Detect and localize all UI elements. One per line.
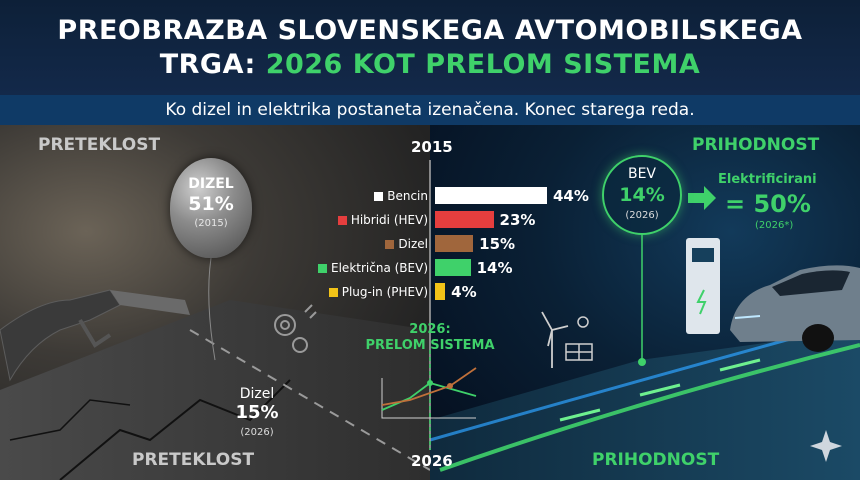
title-line-2-green: 2026 KOT PRELOM SISTEMA (265, 49, 701, 80)
bar-value: 23% (499, 211, 536, 229)
diesel-2026-year: (2026) (240, 427, 274, 438)
title-line-1: PREOBRAZBA SLOVENSKEGA AVTOMOBILSKEGA (57, 15, 803, 46)
bar (435, 235, 474, 252)
bar-row: Električna (BEV) 14% (300, 259, 600, 277)
balloon-name: DIZEL (188, 176, 234, 192)
future-label-top: PRIHODNOST (692, 135, 820, 155)
bar-label: Plug-in (PHEV) (341, 285, 428, 299)
bar-swatch (385, 240, 395, 249)
bar-swatch (374, 192, 384, 201)
future-label-bottom: PRIHODNOST (592, 450, 720, 470)
wind-turbine-icon (541, 311, 569, 368)
bar (435, 259, 471, 276)
header (0, 0, 860, 95)
bar (435, 283, 446, 300)
ev-charger-icon (686, 238, 720, 334)
diesel-point (447, 383, 453, 389)
electrified-year: (2026*) (755, 220, 794, 231)
diesel-balloon (170, 158, 252, 258)
break-year: 2026: (409, 322, 451, 337)
bar-row: Dizel 15% (300, 235, 600, 253)
bar-row: Bencin 44% (300, 187, 600, 205)
title-line-2-white: TRGA: (159, 49, 266, 80)
subtitle: Ko dizel in elektrika postaneta izenačen… (0, 95, 860, 125)
bar-row: Plug-in (PHEV) 4% (300, 283, 600, 301)
fuel-nozzle-icon (0, 289, 190, 382)
arrow-right-icon (688, 186, 716, 210)
bev-trend-line (381, 382, 477, 411)
bev-name: BEV (627, 166, 657, 182)
diesel-2026-name: Dizel (239, 386, 275, 402)
bar-value: 15% (479, 235, 516, 253)
bev-year: (2026) (625, 210, 659, 221)
balloon-string (208, 257, 216, 361)
bar-swatch (337, 216, 347, 225)
bar-row: Hibridi (HEV) 23% (300, 211, 600, 229)
past-label-bottom: PRETEKLOST (132, 450, 255, 470)
bar-swatch (318, 264, 328, 273)
bev-point (427, 380, 433, 386)
title-line-2: TRGA: 2026 KOT PRELOM SISTEMA (0, 48, 860, 82)
road-crack (9, 399, 131, 441)
bar-label: Bencin (387, 189, 428, 203)
trend-mini-chart (381, 367, 477, 419)
electric-car-icon (730, 265, 860, 352)
road-crack (59, 379, 291, 480)
electrified-title: Elektrificirani (718, 172, 817, 187)
bar-label: Hibridi (HEV) (350, 213, 428, 227)
solar-panel-icon (565, 316, 593, 361)
bar-value: 4% (451, 283, 477, 301)
break-title: PRELOM SISTEMA (365, 338, 495, 353)
bar-label: Dizel (398, 237, 428, 251)
green-lane (439, 343, 860, 472)
electrified-value: = 50% (725, 190, 811, 218)
page-title: PREOBRAZBA SLOVENSKEGA AVTOMOBILSKEGA TR… (0, 14, 860, 82)
lane-dashes (559, 358, 761, 422)
year-2015: 2015 (411, 138, 453, 156)
balloon-year: (2015) (194, 218, 228, 229)
past-label-top: PRETEKLOST (38, 135, 161, 155)
bev-ring (602, 155, 682, 235)
bar-swatch (328, 288, 338, 297)
bar-value: 44% (553, 187, 589, 205)
sparkle-icon (810, 430, 842, 462)
gear-icon (274, 304, 317, 353)
diesel-2026-value: 15% (235, 402, 279, 423)
bev-link-dot (638, 358, 646, 366)
bev-value: 14% (619, 184, 665, 206)
bar-value: 14% (476, 259, 513, 277)
bar (435, 211, 494, 228)
bar (435, 187, 547, 204)
diesel-trend-line (381, 367, 477, 406)
year-2026: 2026 (411, 452, 453, 470)
old-road (0, 300, 430, 480)
balloon-value: 51% (188, 193, 234, 215)
bar-label: Električna (BEV) (331, 261, 428, 275)
